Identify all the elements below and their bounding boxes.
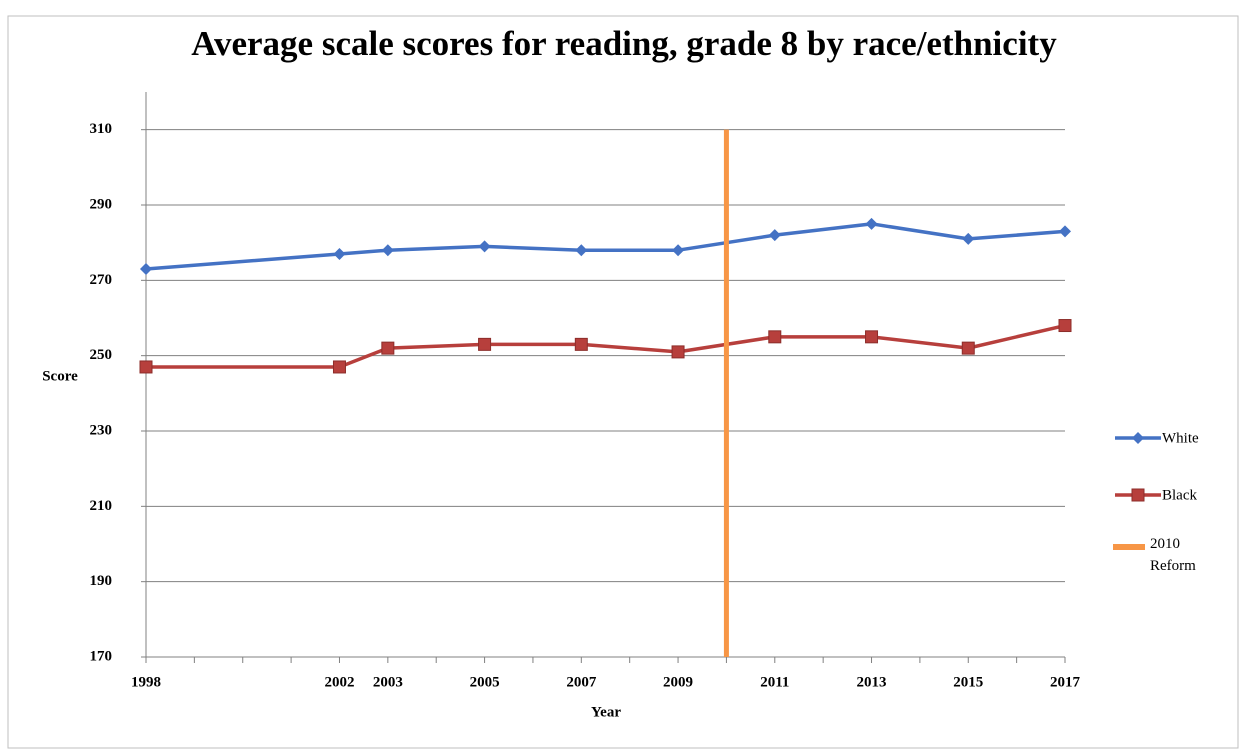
point <box>575 244 588 257</box>
point <box>139 360 153 374</box>
legend-item: Black <box>1115 487 1197 503</box>
x-axis-title: Year <box>591 704 621 720</box>
point <box>140 263 152 276</box>
chart-frame <box>7 15 1239 749</box>
x-tick-label: 2003 <box>373 674 403 690</box>
point <box>768 229 781 242</box>
point <box>672 244 685 257</box>
x-tick-label: 2007 <box>566 674 597 690</box>
x-tick-label: 2015 <box>953 674 983 690</box>
point <box>332 360 346 374</box>
point <box>961 341 975 355</box>
point <box>381 341 395 355</box>
series-line <box>145 222 1066 271</box>
x-tick-label: 2013 <box>857 674 887 690</box>
x-tick-label: 1998 <box>131 674 161 690</box>
x-tick-label: 2005 <box>470 674 500 690</box>
y-tick-label: 190 <box>90 573 113 589</box>
y-tick-label: 230 <box>90 422 113 438</box>
y-tick-label: 210 <box>90 498 113 514</box>
point <box>865 217 878 230</box>
point <box>478 240 491 253</box>
y-axis-title: Score <box>42 368 78 384</box>
x-tick-label: 2011 <box>760 674 789 690</box>
x-tick-label: 2002 <box>324 674 354 690</box>
point <box>1059 225 1071 238</box>
point <box>962 232 975 245</box>
chart-title: Average scale scores for reading, grade … <box>191 24 1057 63</box>
y-tick-label: 270 <box>90 272 113 288</box>
legend-label: Black <box>1162 487 1197 503</box>
point <box>768 330 782 344</box>
legend-marker <box>1132 432 1144 444</box>
point <box>333 247 346 260</box>
point <box>865 330 879 344</box>
point <box>671 345 685 359</box>
point <box>574 337 588 351</box>
x-tick-label: 2009 <box>663 674 693 690</box>
x-tick-label: 2017 <box>1050 674 1081 690</box>
legend-item: 2010 Reform <box>1113 536 1196 574</box>
y-tick-label: 290 <box>90 196 113 212</box>
legend-marker <box>1131 488 1145 502</box>
series-line <box>146 323 1066 369</box>
y-tick-label: 170 <box>90 648 113 664</box>
legend-item: White <box>1115 430 1199 446</box>
point <box>1058 319 1072 333</box>
y-tick-label: 250 <box>90 347 113 363</box>
legend-label: 2010 Reform <box>1150 536 1196 574</box>
legend-label: White <box>1162 430 1199 446</box>
point <box>381 244 394 257</box>
legend-label-box: 2010 Reform <box>1150 536 1196 574</box>
y-tick-label: 310 <box>90 121 113 137</box>
point <box>478 337 492 351</box>
